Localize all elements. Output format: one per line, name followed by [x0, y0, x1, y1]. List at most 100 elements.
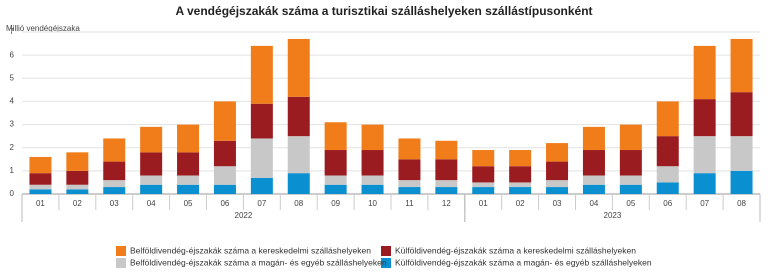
bar-segment: [435, 159, 458, 181]
bar-segment: [361, 124, 384, 151]
bar-segment: [546, 180, 569, 188]
x-tick-label: 08: [737, 199, 746, 208]
bar-segment: [66, 184, 89, 190]
x-tick-label: 02: [516, 199, 525, 208]
bar-segment: [66, 170, 89, 185]
bar-segment: [435, 140, 458, 160]
x-tick-label: 05: [626, 199, 635, 208]
x-tick-label: 11: [405, 199, 414, 208]
bar-segment: [66, 152, 89, 171]
bar-segment: [29, 184, 52, 190]
bar-segment: [619, 175, 642, 185]
bar-segment: [287, 96, 310, 137]
bar-segment: [656, 136, 679, 167]
y-tick-label: 2: [10, 143, 15, 152]
x-tick-label: 09: [331, 199, 340, 208]
bar-segment: [29, 173, 52, 185]
y-tick-label: 0: [10, 189, 15, 198]
x-tick-label: 07: [700, 199, 709, 208]
legend-swatch: [116, 246, 126, 256]
bar-segment: [361, 150, 384, 176]
bar-segment: [324, 175, 347, 185]
bar-segment: [29, 189, 52, 194]
x-tick-label: 05: [184, 199, 193, 208]
x-tick-label: 02: [73, 199, 82, 208]
bar-segment: [103, 187, 126, 194]
x-tick-label: 06: [220, 199, 229, 208]
bar-segment: [177, 124, 200, 153]
bar-segment: [546, 187, 569, 194]
bar-segment: [213, 166, 236, 185]
bar-segment: [582, 126, 605, 151]
bar-segment: [287, 173, 310, 194]
bar-segment: [693, 99, 716, 137]
bar-segment: [103, 138, 126, 162]
bar-segment: [213, 184, 236, 194]
chart-title: A vendégéjszakák száma a turisztikai szá…: [175, 4, 592, 18]
legend-label: Belföldivendég-éjszakák száma a keresked…: [130, 245, 371, 255]
bar-segment: [619, 124, 642, 151]
y-tick-label: 7: [10, 27, 15, 36]
bar-segment: [656, 101, 679, 137]
legend-label: Külföldivendég-éjszakák száma a keresked…: [395, 245, 636, 255]
x-tick-label: 10: [368, 199, 377, 208]
bar-segment: [250, 177, 273, 194]
bar-segment: [398, 138, 421, 160]
x-group-label: 2023: [604, 211, 622, 220]
bar-segment: [656, 166, 679, 183]
bar-segment: [472, 150, 495, 167]
bar-segment: [693, 45, 716, 100]
bar-segment: [435, 180, 458, 188]
x-tick-label: 03: [553, 199, 562, 208]
bar-segment: [730, 38, 753, 93]
bar-segment: [140, 184, 163, 194]
x-tick-label: 12: [442, 199, 451, 208]
x-group-label: 2022: [235, 211, 253, 220]
x-tick-label: 07: [257, 199, 266, 208]
bar-segment: [472, 182, 495, 188]
bar-segment: [213, 101, 236, 141]
y-axis-label: Millió vendégéjszaka: [6, 24, 80, 33]
y-tick-label: 6: [10, 50, 15, 59]
bar-segment: [140, 126, 163, 153]
bar-segment: [546, 161, 569, 181]
bar-segment: [398, 187, 421, 194]
x-tick-label: 08: [294, 199, 303, 208]
bar-segment: [177, 184, 200, 194]
y-tick-label: 3: [10, 120, 15, 129]
legend-swatch: [381, 258, 391, 268]
bar-segment: [140, 175, 163, 185]
bar-segment: [324, 184, 347, 194]
bar-segment: [472, 166, 495, 183]
bar-segment: [730, 170, 753, 194]
bar-segment: [582, 184, 605, 194]
bar-segment: [324, 150, 347, 176]
bar-segment: [287, 136, 310, 174]
bar-segment: [619, 184, 642, 194]
x-tick-label: 04: [147, 199, 156, 208]
bar-segment: [398, 180, 421, 188]
bar-segment: [656, 182, 679, 194]
bar-segment: [546, 143, 569, 162]
y-tick-label: 5: [10, 73, 15, 82]
bar-segment: [509, 166, 532, 183]
bar-segment: [177, 152, 200, 176]
bar-segment: [619, 150, 642, 176]
bar-segment: [509, 150, 532, 167]
bar-segment: [213, 140, 236, 167]
bar-segment: [29, 156, 52, 174]
bar-segment: [140, 152, 163, 176]
legend-label: Belföldivendég-éjszakák száma a magán- é…: [130, 257, 387, 267]
bar-segment: [509, 187, 532, 194]
bar-segment: [361, 175, 384, 185]
bar-segment: [250, 138, 273, 178]
legend-swatch: [381, 246, 391, 256]
bar-segment: [472, 187, 495, 194]
bar-segment: [730, 136, 753, 171]
bar-segment: [582, 175, 605, 185]
bar-segment: [103, 161, 126, 181]
bar-segment: [693, 136, 716, 174]
bar-segment: [730, 92, 753, 137]
